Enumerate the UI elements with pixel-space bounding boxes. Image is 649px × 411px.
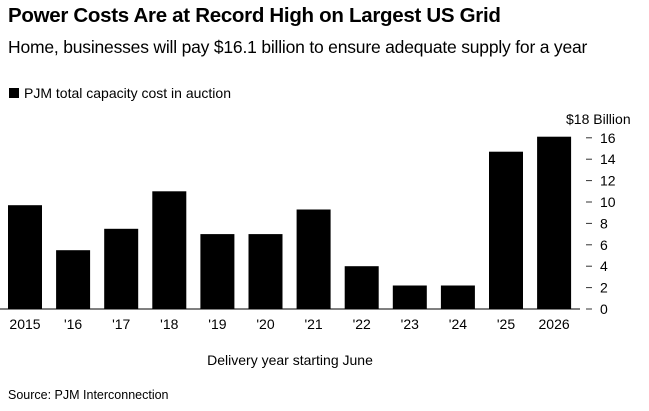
y-tick-label: 8 [600,215,608,231]
bar-20 [248,234,283,309]
y-tick-label: 4 [600,258,608,274]
y-tick-labels: 0 2 4 6 8 10 12 14 16 [586,130,616,317]
bar-16 [56,250,91,309]
chart-subtitle: Home, businesses will pay $16.1 billion … [8,37,588,57]
y-tick-label: 6 [600,237,608,253]
bar-18 [152,191,187,309]
source-note: Source: PJM Interconnection [8,388,169,402]
x-tick-labels: 2015 '16 '17 '18 '19 '20 '21 '22 '23 '24 '25 2026 [9,316,569,332]
bar-23 [392,285,427,309]
bar-2026 [537,136,572,309]
x-tick-label: '16 [64,316,82,332]
y-tick-label: 10 [600,194,616,210]
bar-17 [104,228,139,310]
bar-25 [489,151,523,309]
x-tick-label: '20 [256,316,274,332]
legend: PJM total capacity cost in auction [9,85,231,101]
x-tick-label: '24 [449,316,467,332]
bar-21 [296,209,331,309]
bar-2015 [8,205,42,309]
bar-19 [200,234,235,309]
y-tick-label: 16 [600,130,616,146]
x-axis-title: Delivery year starting June [207,352,373,368]
y-tick-label: 0 [600,301,608,317]
bars-group [8,136,572,310]
x-tick-label: 2015 [9,316,40,332]
x-tick-label: '21 [304,316,322,332]
x-tick-label: '17 [112,316,130,332]
legend-swatch [9,88,19,98]
y-tick-label: 2 [600,280,608,296]
chart-title: Power Costs Are at Record High on Larges… [8,4,501,27]
y-axis-unit-label: $18 Billion [566,111,631,127]
legend-label: PJM total capacity cost in auction [24,85,231,101]
bar-22 [344,266,379,309]
bar-24 [440,285,475,309]
x-tick-label: '22 [353,316,371,332]
x-tick-label: 2026 [539,316,570,332]
y-tick-label: 12 [600,173,616,189]
y-tick-label: 14 [600,151,616,167]
x-tick-label: '18 [160,316,178,332]
x-tick-label: '23 [401,316,419,332]
x-tick-label: '19 [208,316,226,332]
x-tick-label: '25 [497,316,515,332]
